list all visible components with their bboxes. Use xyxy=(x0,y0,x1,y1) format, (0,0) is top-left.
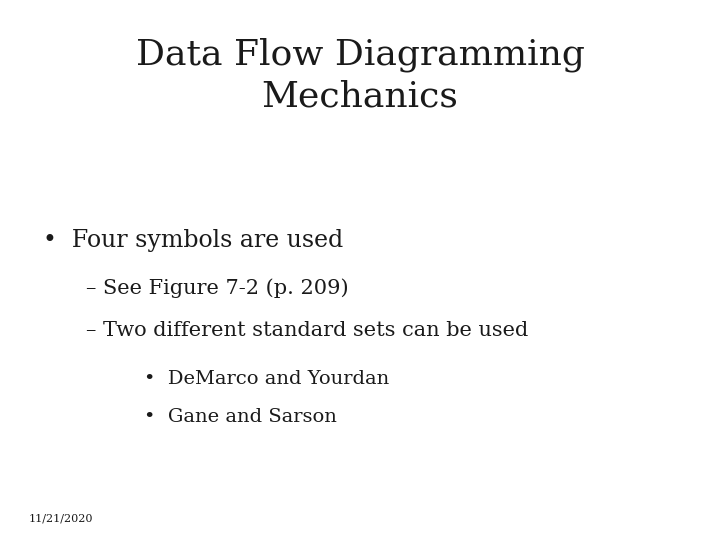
Text: 11/21/2020: 11/21/2020 xyxy=(29,514,94,524)
Text: Data Flow Diagramming
Mechanics: Data Flow Diagramming Mechanics xyxy=(135,38,585,113)
Text: •  Four symbols are used: • Four symbols are used xyxy=(43,230,343,253)
Text: – Two different standard sets can be used: – Two different standard sets can be use… xyxy=(86,321,528,340)
Text: •  DeMarco and Yourdan: • DeMarco and Yourdan xyxy=(144,370,390,388)
Text: – See Figure 7-2 (p. 209): – See Figure 7-2 (p. 209) xyxy=(86,278,349,298)
Text: •  Gane and Sarson: • Gane and Sarson xyxy=(144,408,337,426)
